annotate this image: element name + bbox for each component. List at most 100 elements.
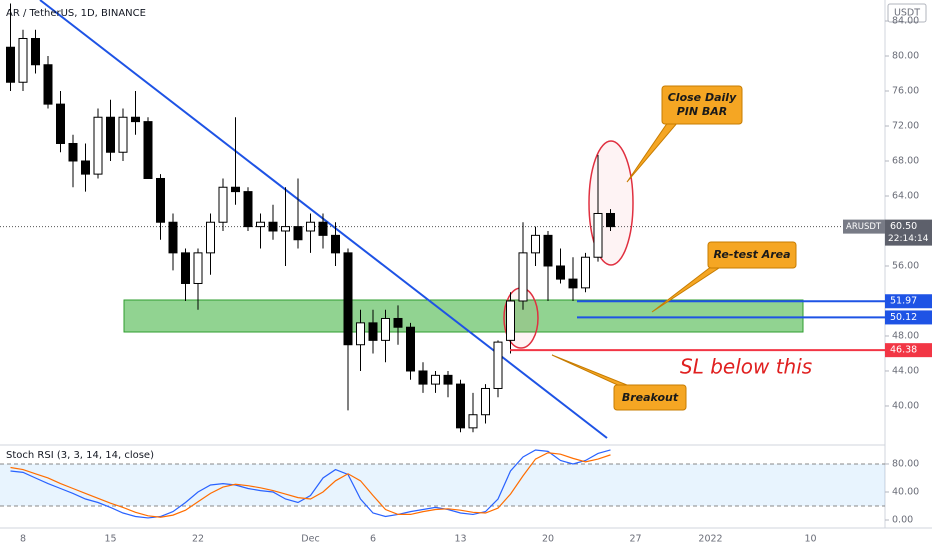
candle-body [443, 374, 453, 385]
candle-body [143, 121, 153, 179]
candle-body [68, 142, 78, 162]
candle-body [531, 234, 540, 254]
y-tick-label: 80.00 [892, 458, 919, 469]
y-tick-label: 72.00 [892, 120, 919, 131]
candle-body [218, 186, 228, 223]
candle-body [368, 322, 378, 341]
stoch-line [10, 449, 611, 519]
stoch-line [10, 452, 611, 518]
candle-body [93, 116, 103, 175]
x-tick-label: 10 [804, 534, 816, 545]
x-tick-label: 13 [454, 534, 466, 545]
x-tick-label: 15 [104, 534, 116, 545]
symbol-label: ARUSDT [846, 222, 882, 232]
candle-body [593, 212, 603, 258]
candle-body [568, 278, 578, 289]
callout-box [707, 241, 797, 269]
callout-text: Close Daily [668, 91, 737, 104]
symbol-tag [843, 219, 885, 234]
candle-body [481, 387, 490, 416]
level-tag [885, 310, 932, 325]
candle-body [381, 317, 390, 341]
candle-body [131, 116, 140, 123]
candle-body [431, 374, 440, 385]
candle-body [6, 46, 15, 83]
candle-body [18, 37, 28, 83]
candle-body [331, 234, 340, 254]
y-tick-label: 68.00 [892, 155, 919, 166]
callout-box [613, 384, 687, 411]
price-tag [885, 219, 932, 246]
y-tick-label: 44.00 [892, 365, 919, 376]
candle-body [243, 191, 253, 228]
x-tick-label: 2022 [698, 534, 722, 545]
candle-body [393, 317, 403, 328]
x-tick-label: 8 [20, 534, 26, 545]
level-label: 46.38 [890, 345, 917, 356]
callout-text: PIN BAR [677, 105, 728, 118]
candle-body [43, 64, 53, 105]
candle-body [281, 226, 290, 232]
candle-body [343, 252, 353, 346]
callout-text: Re-test Area [713, 248, 790, 261]
y-tick-label: 40.00 [892, 400, 919, 411]
x-tick-label: Dec [301, 534, 319, 545]
candle-body [293, 226, 303, 241]
y-tick-label: 0.00 [892, 515, 913, 526]
x-tick-label: 22 [192, 534, 204, 545]
level-tag [885, 343, 932, 358]
candle-body [456, 383, 465, 429]
candle-body [356, 322, 365, 346]
indicator-title: Stoch RSI (3, 3, 14, 14, close) [6, 450, 154, 461]
candle-body [518, 252, 528, 302]
candle-body [506, 300, 515, 341]
level-label: 50.12 [890, 312, 917, 323]
candle-body [268, 221, 278, 232]
candle-body [193, 252, 203, 284]
x-tick-label: 6 [370, 534, 376, 545]
candle-body [231, 186, 240, 193]
candle-body [556, 265, 565, 280]
y-tick-label: 76.00 [892, 85, 919, 96]
candle-body [206, 221, 215, 254]
candle-body [493, 341, 503, 389]
y-tick-label: 40.00 [892, 486, 919, 497]
candle-body [118, 116, 128, 153]
candle-body [543, 234, 553, 267]
candle-body [168, 221, 178, 254]
price-label: 60.50 [890, 221, 917, 232]
level-tag [885, 294, 932, 309]
level-label: 51.97 [890, 296, 917, 307]
sl-text: SL below this [680, 355, 812, 379]
callout-text: Breakout [622, 391, 679, 404]
currency: USDT [894, 8, 920, 19]
callout-box [661, 85, 743, 125]
chart-title: AR / TetherUS, 1D, BINANCE [6, 8, 146, 19]
y-tick-label: 48.00 [892, 330, 919, 341]
candle-body [31, 37, 40, 66]
x-tick-label: 27 [629, 534, 641, 545]
rsi-band [0, 463, 885, 507]
candle-body [468, 414, 478, 429]
candle-body [306, 221, 315, 232]
y-tick-label: 84.00 [892, 15, 919, 26]
x-tick-label: 20 [542, 534, 554, 545]
y-tick-label: 80.00 [892, 50, 919, 61]
candle-body [406, 326, 415, 372]
candle-body [418, 370, 428, 385]
candle-body [106, 116, 115, 153]
candle-body [256, 221, 265, 228]
candle-body [156, 177, 165, 223]
currency-box [887, 3, 927, 23]
y-tick-label: 56.00 [892, 260, 919, 271]
candle-body [581, 256, 590, 289]
candle-body [318, 221, 328, 236]
candle-body [81, 160, 90, 175]
candle-body [56, 103, 65, 144]
countdown: 22:14:14 [888, 234, 929, 244]
candle-body [606, 212, 615, 228]
y-tick-label: 64.00 [892, 190, 919, 201]
candle-body [181, 252, 190, 284]
